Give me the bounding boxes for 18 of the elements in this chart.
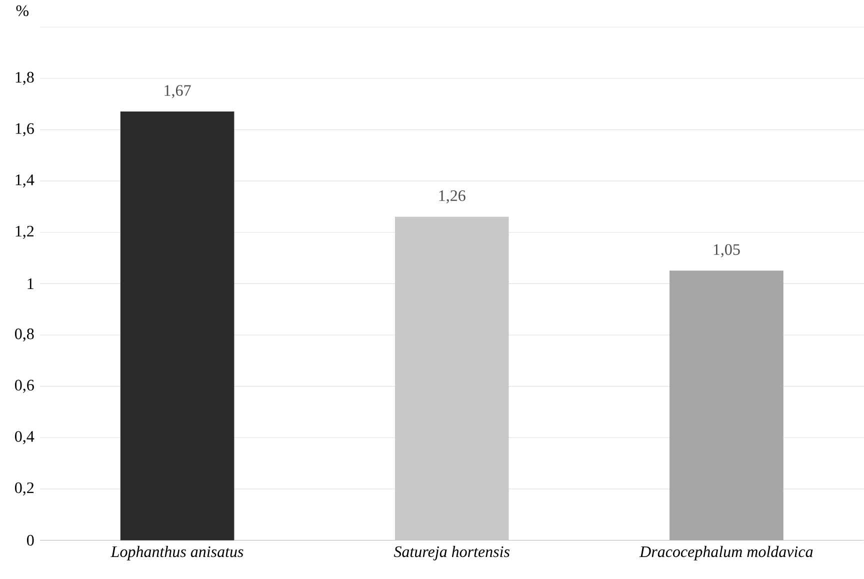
y-tick-label: 1,2 (16, 226, 34, 239)
bar (670, 270, 784, 540)
x-tick-label: Lophanthus anisatus (110, 546, 244, 560)
y-tick-label: 1 (28, 278, 34, 289)
x-tick-label: Satureja hortensis (394, 546, 510, 560)
data-label: 1,26 (439, 190, 466, 204)
y-axis-title: % (16, 5, 29, 16)
data-label: 1,67 (164, 85, 191, 98)
y-tick-label: 0,6 (15, 380, 34, 393)
y-tick-label: 1,6 (16, 123, 34, 136)
x-tick-label: Dracocephalum moldavica (639, 546, 813, 560)
y-tick-label: 0,8 (15, 328, 34, 342)
y-tick-label: 1,8 (16, 72, 34, 85)
y-tick-label: 0,4 (15, 431, 34, 444)
y-tick-label: 1,4 (16, 174, 34, 188)
y-tick-label: 0,2 (15, 482, 34, 496)
y-tick-label: 0 (27, 534, 34, 546)
data-label: 1,05 (714, 244, 740, 258)
